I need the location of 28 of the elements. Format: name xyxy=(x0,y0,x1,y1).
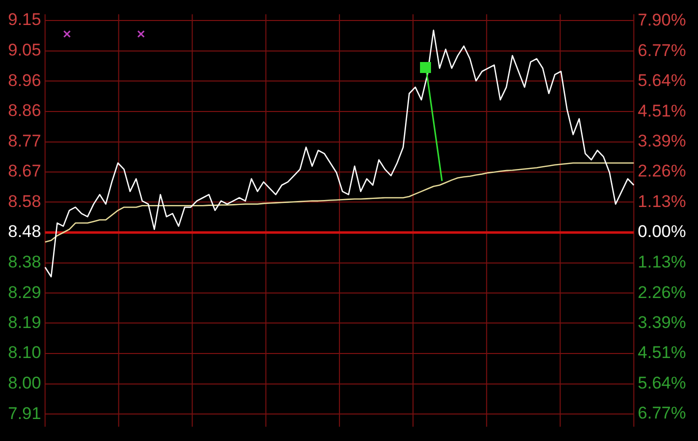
y-tick-label: 8.19 xyxy=(8,312,42,332)
y-tick-label: 8.77 xyxy=(8,132,42,151)
y2-tick-label: 2.26% xyxy=(638,162,686,181)
y2-tick-label: 3.39% xyxy=(638,131,686,150)
y-tick-label: 8.00 xyxy=(8,374,42,393)
y-tick-label: 8.10 xyxy=(8,343,42,362)
y-tick-label: 8.58 xyxy=(8,192,42,211)
y2-tick-label: 0.00% xyxy=(638,222,686,242)
y-tick-label: 8.86 xyxy=(8,101,42,120)
y2-tick-label: 4.51% xyxy=(638,101,686,120)
y2-tick-label: 1.13% xyxy=(638,252,686,272)
y2-tick-label: 4.51% xyxy=(638,343,686,362)
y-tick-label: 7.91 xyxy=(8,404,42,423)
y-tick-label: 8.48 xyxy=(8,222,42,242)
y-tick-label: 8.38 xyxy=(8,252,42,272)
y-tick-label: 9.15 xyxy=(8,10,42,30)
y2-tick-label: 3.39% xyxy=(638,313,686,332)
y2-tick-label: 1.13% xyxy=(638,192,686,211)
y-tick-label: 9.05 xyxy=(8,40,42,60)
y2-tick-label: 7.90% xyxy=(638,10,686,30)
y2-tick-label: 5.64% xyxy=(638,373,686,392)
y-tick-label: 8.67 xyxy=(8,162,42,181)
y2-tick-label: 6.77% xyxy=(638,404,686,423)
y2-tick-label: 6.77% xyxy=(638,40,686,60)
y-tick-label: 8.29 xyxy=(8,282,42,302)
y2-tick-label: 2.26% xyxy=(638,282,686,302)
y-tick-label: 8.96 xyxy=(8,70,42,90)
y2-tick-label: 5.64% xyxy=(638,71,686,90)
